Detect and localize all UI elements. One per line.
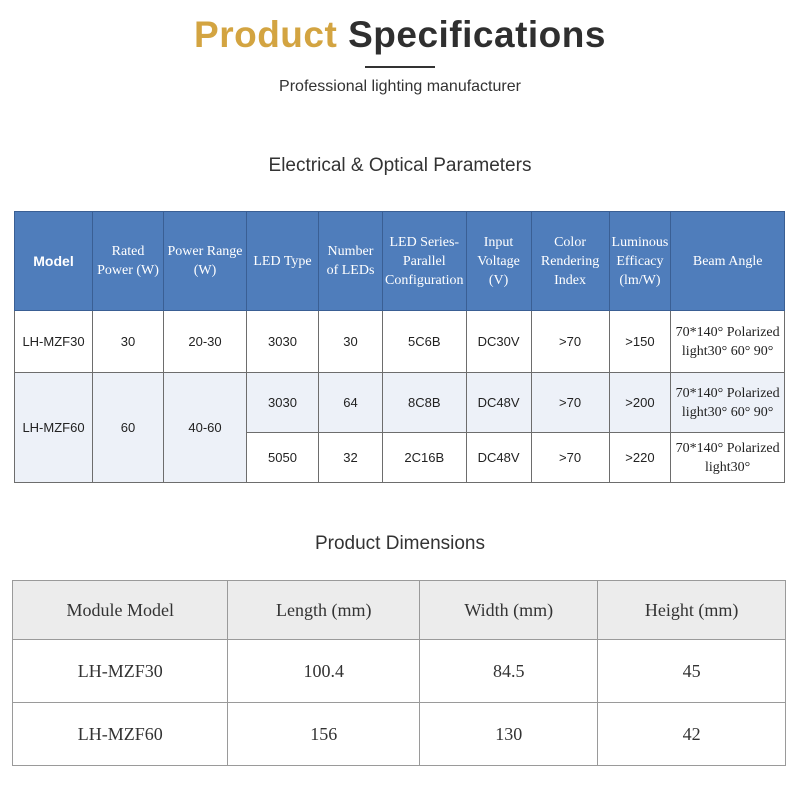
electrical-title: Electrical & Optical Parameters (268, 155, 532, 176)
table-row: 5050 32 2C16B DC48V >70 >220 70*140° Pol… (15, 432, 785, 483)
cell-range: 40-60 (163, 372, 247, 483)
cell-num: 30 (318, 310, 383, 373)
cell-voltage: DC48V (465, 372, 532, 433)
col-header: Power Range (W) (163, 211, 247, 311)
col-header: Height (mm) (597, 580, 786, 640)
cell-type: 5050 (246, 432, 319, 483)
table-row: LH-MZF60 60 40-60 3030 64 8C8B DC48V >70… (14, 372, 785, 483)
cell-height: 42 (597, 702, 786, 766)
cell-config: 8C8B (382, 372, 467, 433)
col-header: Model (14, 211, 93, 311)
cell-beam: 70*140° Polarized light30° 60° 90° (670, 310, 785, 373)
cell-voltage: DC48V (465, 432, 532, 483)
col-header: Input Voltage (V) (465, 211, 532, 311)
cell-width: 84.5 (419, 639, 599, 703)
cell-type: 3030 (246, 372, 319, 433)
cell-cri: >70 (530, 310, 610, 373)
cell-config: 2C16B (382, 432, 467, 483)
cell-efficacy: >200 (608, 372, 672, 433)
col-header: Rated Power (W) (92, 211, 164, 311)
table-row: LH-MZF30 30 20-30 3030 30 5C6B DC30V >70… (14, 310, 785, 373)
subtitle: Professional lighting manufacturer (279, 78, 521, 95)
cell-model: LH-MZF30 (11, 639, 229, 703)
title-divider (365, 66, 435, 68)
cell-model: LH-MZF60 (14, 372, 93, 483)
cell-cri: >70 (530, 432, 610, 483)
table-header-row: Module Model Length (mm) Width (mm) Heig… (11, 580, 786, 640)
col-header: LED Series-Parallel Configuration (382, 211, 467, 311)
cell-type: 3030 (246, 310, 319, 373)
col-header: Color Rendering Index (530, 211, 610, 311)
cell-num: 64 (318, 372, 383, 433)
dimensions-table: Module Model Length (mm) Width (mm) Heig… (11, 580, 786, 766)
col-header: Beam Angle (670, 211, 785, 311)
cell-width: 130 (419, 702, 599, 766)
col-header: Module Model (11, 580, 229, 640)
cell-cri: >70 (530, 372, 610, 433)
dimensions-title: Product Dimensions (314, 533, 486, 554)
cell-rated: 60 (92, 372, 164, 483)
cell-length: 156 (227, 702, 421, 766)
col-header: LED Type (246, 211, 319, 311)
page-title: Product Specifications (0, 14, 800, 56)
title-accent: Product (194, 14, 338, 55)
cell-beam: 70*140° Polarized light30° (670, 432, 785, 483)
col-header: Number of LEDs (318, 211, 383, 311)
title-main: Specifications (348, 14, 606, 55)
cell-efficacy: >150 (608, 310, 672, 373)
table-row: LH-MZF30 100.4 84.5 45 (11, 639, 786, 703)
cell-model: LH-MZF30 (14, 310, 93, 373)
electrical-table: Model Rated Power (W) Power Range (W) LE… (14, 211, 785, 483)
col-header: Length (mm) (227, 580, 421, 640)
table-row: LH-MZF60 156 130 42 (11, 702, 786, 766)
cell-voltage: DC30V (465, 310, 532, 373)
cell-range: 20-30 (163, 310, 247, 373)
cell-length: 100.4 (227, 639, 421, 703)
cell-model: LH-MZF60 (11, 702, 229, 766)
cell-rated: 30 (92, 310, 164, 373)
cell-config: 5C6B (382, 310, 467, 373)
cell-height: 45 (597, 639, 786, 703)
cell-num: 32 (318, 432, 383, 483)
cell-beam: 70*140° Polarized light30° 60° 90° (670, 372, 785, 433)
col-header: Luminous Efficacy (lm/W) (608, 211, 672, 311)
col-header: Width (mm) (419, 580, 599, 640)
cell-efficacy: >220 (608, 432, 672, 483)
